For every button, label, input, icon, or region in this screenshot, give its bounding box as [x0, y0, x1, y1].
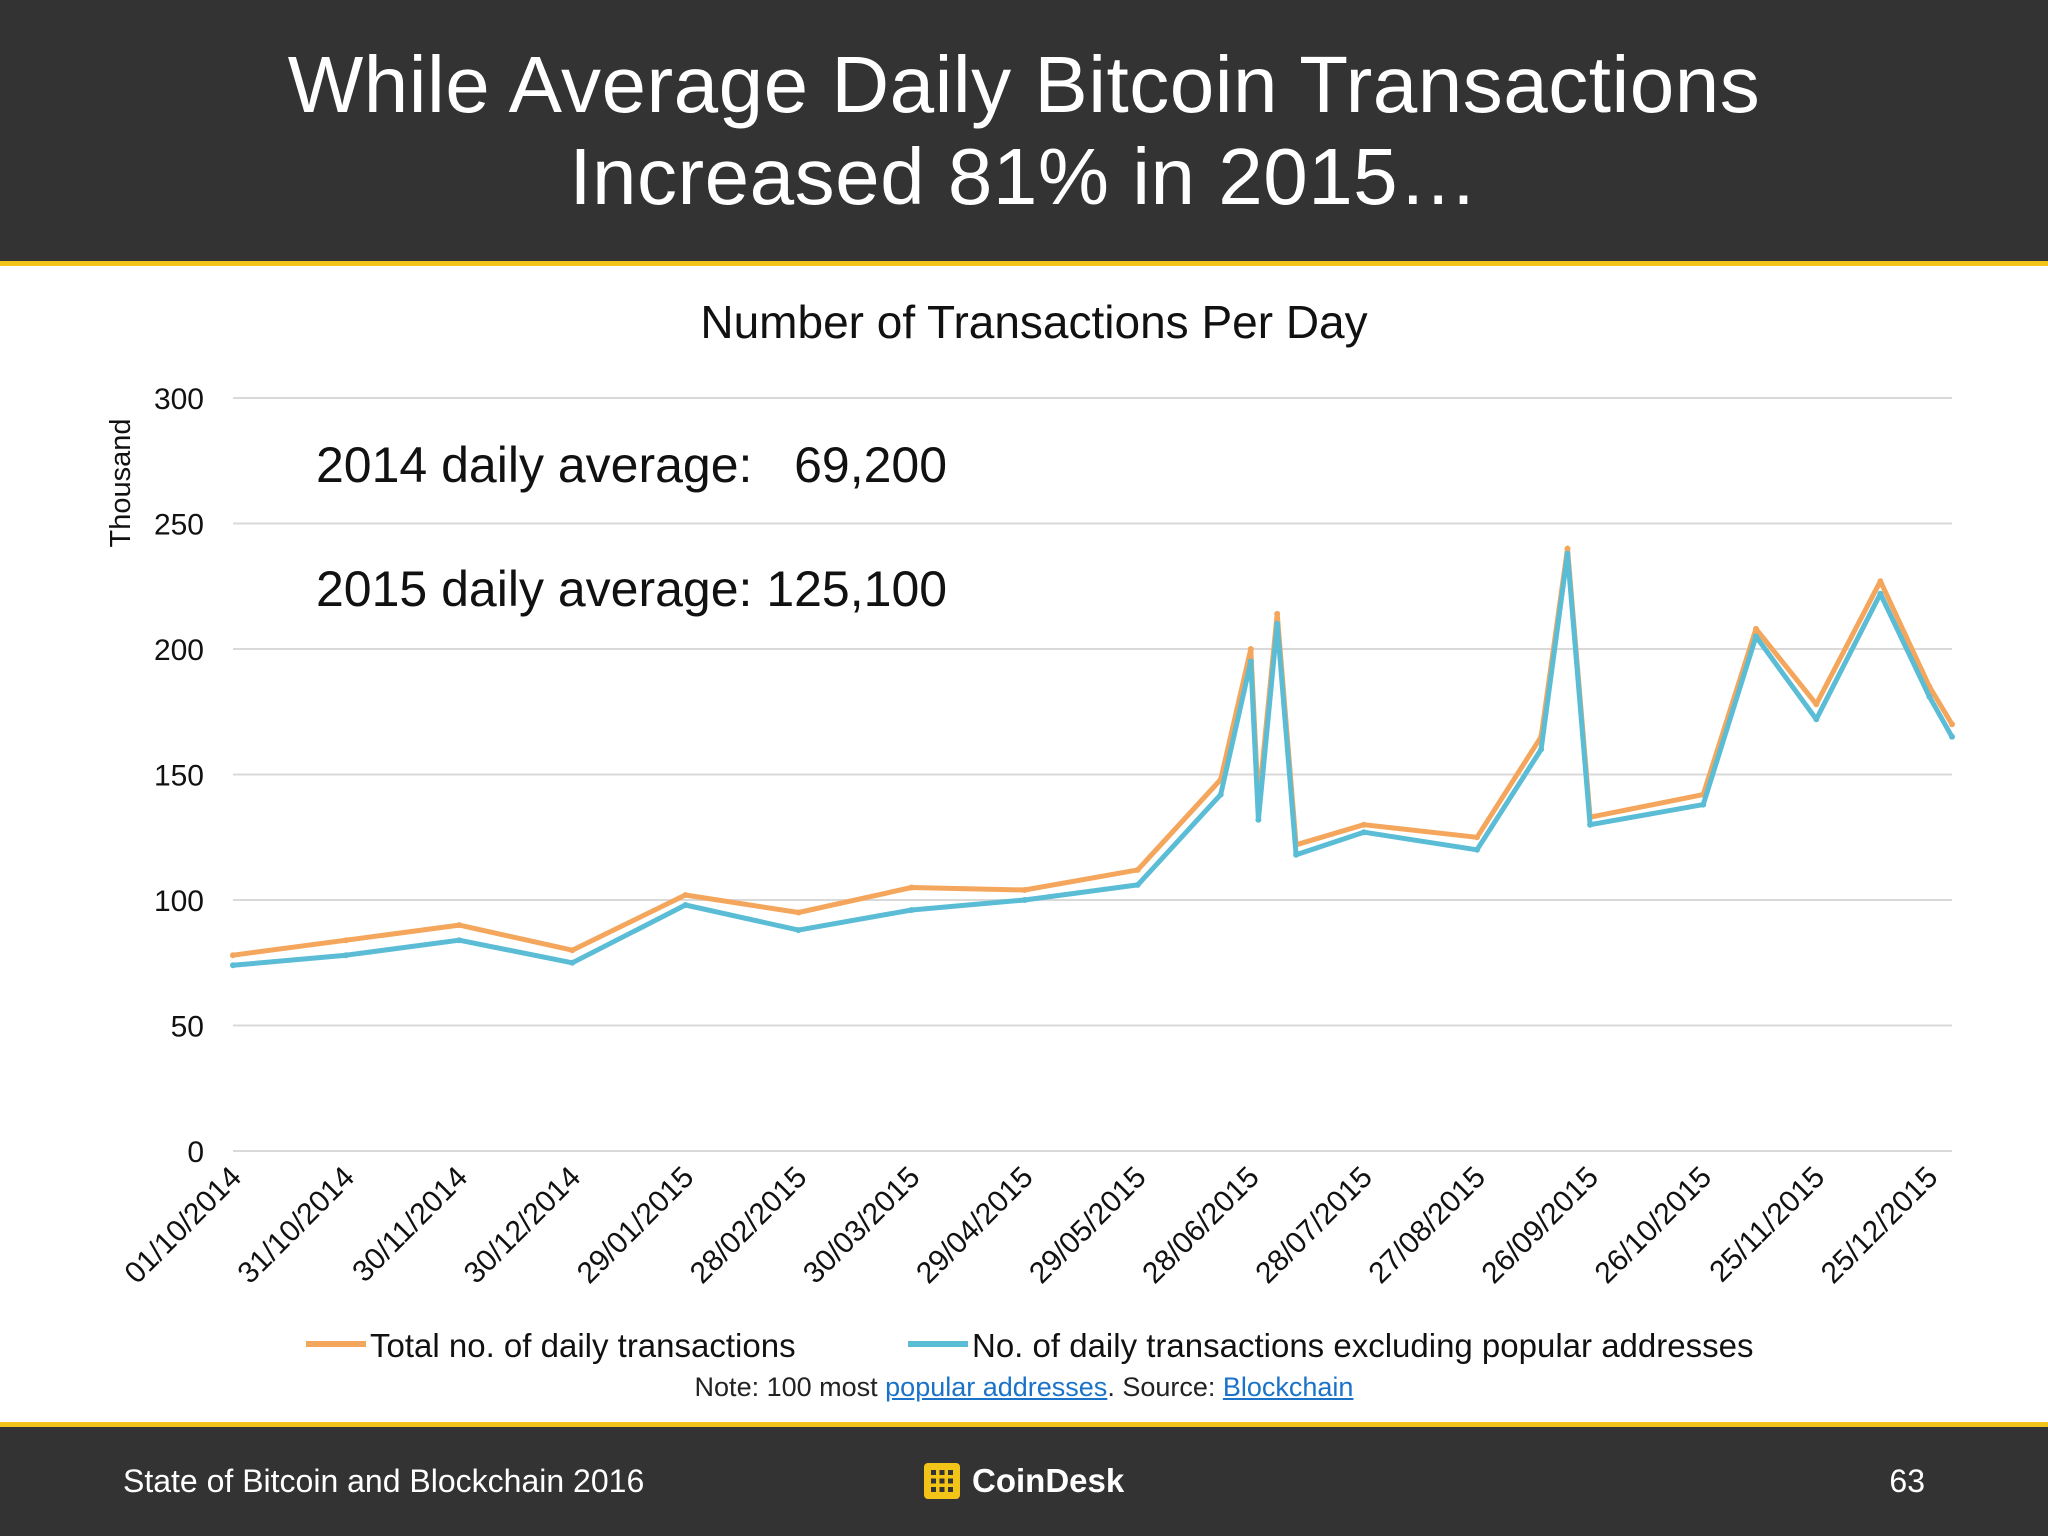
x-tick-label: 26/10/2015: [1589, 1161, 1719, 1291]
page-number: 63: [1889, 1463, 1925, 1499]
chart-title: Number of Transactions Per Day: [700, 296, 1367, 348]
data-point: [1247, 646, 1254, 652]
x-tick-label: 01/10/2014: [118, 1161, 248, 1291]
data-point: [230, 952, 236, 959]
data-point: [456, 922, 463, 929]
data-point: [1949, 733, 1955, 740]
data-point: [1217, 791, 1224, 798]
data-point: [1538, 746, 1545, 753]
note-prefix: Note: 100 most: [694, 1372, 886, 1402]
data-point: [1274, 610, 1281, 617]
brand-name: CoinDesk: [972, 1462, 1125, 1499]
legend: Total no. of daily transactions No. of d…: [306, 1327, 1753, 1364]
y-tick-label: 0: [187, 1136, 204, 1169]
data-point: [1134, 881, 1141, 888]
y-tick-label: 300: [154, 383, 204, 416]
data-point: [1700, 801, 1707, 808]
data-point: [908, 907, 915, 913]
slide-title-line-1: While Average Daily Bitcoin Transactions: [287, 39, 1761, 129]
x-tick-label: 29/05/2015: [1023, 1161, 1153, 1291]
coindesk-logo: CoinDesk: [924, 1461, 1124, 1501]
transactions-chart: Number of Transactions Per Day Thousand …: [105, 296, 1955, 1364]
source-note: Note: 100 most popular addresses. Source…: [0, 1372, 2048, 1403]
x-tick-label: 30/12/2014: [458, 1161, 588, 1291]
data-point: [569, 959, 576, 966]
note-middle: . Source:: [1107, 1372, 1223, 1402]
data-point: [1564, 545, 1571, 552]
data-point: [1753, 633, 1759, 640]
y-tick-label: 100: [154, 885, 204, 918]
data-point: [1360, 821, 1367, 828]
x-tick-label: 30/03/2015: [797, 1161, 927, 1291]
data-point: [1813, 701, 1820, 708]
data-point: [343, 937, 350, 944]
data-point: [1134, 866, 1141, 873]
data-point: [795, 927, 802, 934]
gridlines: [233, 397, 1952, 1152]
data-point: [908, 884, 915, 891]
data-point: [1587, 821, 1594, 828]
series-lines: [230, 545, 1955, 969]
x-tick-label: 25/12/2015: [1815, 1161, 1945, 1291]
data-point: [1021, 897, 1028, 903]
legend-label-total: Total no. of daily transactions: [370, 1327, 796, 1364]
popular-addresses-link[interactable]: popular addresses: [885, 1372, 1108, 1402]
data-point: [1274, 620, 1281, 627]
x-tick-label: 25/11/2015: [1703, 1161, 1831, 1289]
x-tick-label: 30/11/2014: [346, 1161, 474, 1289]
legend-label-excluding: No. of daily transactions excluding popu…: [972, 1327, 1753, 1364]
x-tick-label: 28/02/2015: [684, 1161, 814, 1291]
data-point: [682, 902, 689, 908]
data-point: [1926, 693, 1933, 700]
x-tick-label: 31/10/2014: [232, 1161, 362, 1291]
x-tick-label: 27/08/2015: [1362, 1161, 1492, 1291]
x-tick-labels: 01/10/201431/10/201430/11/201430/12/2014…: [118, 1161, 1944, 1291]
data-point: [1474, 846, 1480, 853]
y-tick-label: 200: [154, 634, 204, 667]
data-point: [1877, 578, 1884, 585]
annotation-2014-average: 2014 daily average: 69,200: [316, 437, 947, 493]
coindesk-grid-icon: [924, 1463, 960, 1499]
annotation-2015-average: 2015 daily average: 125,100: [316, 561, 947, 617]
data-point: [1360, 829, 1367, 836]
data-point: [1255, 816, 1262, 823]
data-point: [1564, 550, 1571, 557]
x-tick-label: 28/06/2015: [1136, 1161, 1266, 1291]
y-tick-label: 150: [154, 760, 204, 793]
x-tick-label: 28/07/2015: [1249, 1161, 1379, 1291]
data-point: [1813, 716, 1820, 723]
data-point: [230, 962, 236, 969]
data-point: [343, 952, 350, 959]
footer-title: State of Bitcoin and Blockchain 2016: [123, 1463, 645, 1499]
slide-title-line-2: Increased 81% in 2015…: [569, 131, 1479, 221]
blockchain-link[interactable]: Blockchain: [1222, 1372, 1354, 1402]
data-point: [1021, 887, 1028, 893]
data-point: [1293, 851, 1300, 858]
y-tick-label: 250: [154, 509, 204, 542]
y-tick-label: 50: [171, 1011, 204, 1044]
data-point: [1474, 834, 1480, 841]
slide-footer: State of Bitcoin and Blockchain 2016 Coi…: [0, 1422, 2048, 1536]
data-point: [1949, 721, 1955, 728]
data-point: [1753, 625, 1759, 632]
data-point: [1877, 590, 1884, 597]
data-point: [569, 947, 576, 954]
slide-header: While Average Daily Bitcoin Transactions…: [0, 0, 2048, 266]
x-tick-label: 26/09/2015: [1476, 1161, 1606, 1291]
y-axis-label: Thousand: [105, 419, 137, 548]
data-point: [1247, 658, 1254, 665]
x-tick-label: 29/04/2015: [910, 1161, 1040, 1291]
x-tick-label: 29/01/2015: [571, 1161, 701, 1291]
data-point: [456, 937, 463, 944]
y-tick-labels: 0 50 100 150 200 250 300: [154, 383, 204, 1169]
data-point: [682, 892, 689, 898]
data-point: [795, 909, 802, 916]
